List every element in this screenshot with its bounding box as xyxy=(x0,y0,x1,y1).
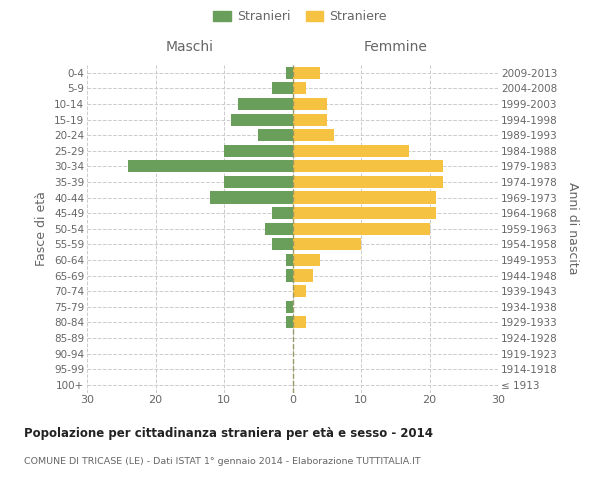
Bar xyxy=(293,285,306,297)
Y-axis label: Fasce di età: Fasce di età xyxy=(35,192,49,266)
Bar xyxy=(293,238,361,250)
Bar xyxy=(293,192,436,203)
Bar xyxy=(286,300,293,313)
Bar xyxy=(211,192,293,203)
Bar xyxy=(293,254,320,266)
Bar xyxy=(293,144,409,157)
Legend: Stranieri, Straniere: Stranieri, Straniere xyxy=(209,6,391,26)
Text: Femmine: Femmine xyxy=(364,40,427,54)
Bar xyxy=(238,98,293,110)
Text: COMUNE DI TRICASE (LE) - Dati ISTAT 1° gennaio 2014 - Elaborazione TUTTITALIA.IT: COMUNE DI TRICASE (LE) - Dati ISTAT 1° g… xyxy=(24,458,421,466)
Bar xyxy=(286,270,293,281)
Bar xyxy=(293,129,334,141)
Text: Popolazione per cittadinanza straniera per età e sesso - 2014: Popolazione per cittadinanza straniera p… xyxy=(24,428,433,440)
Bar xyxy=(293,66,320,79)
Bar xyxy=(293,176,443,188)
Bar xyxy=(272,82,293,94)
Y-axis label: Anni di nascita: Anni di nascita xyxy=(566,182,579,275)
Bar xyxy=(272,207,293,219)
Bar xyxy=(286,254,293,266)
Bar xyxy=(293,82,306,94)
Bar xyxy=(293,316,306,328)
Bar xyxy=(293,222,430,235)
Bar xyxy=(286,316,293,328)
Bar xyxy=(224,176,293,188)
Bar xyxy=(293,160,443,172)
Bar xyxy=(293,98,327,110)
Bar xyxy=(265,222,293,235)
Text: Maschi: Maschi xyxy=(166,40,214,54)
Bar xyxy=(128,160,293,172)
Bar xyxy=(293,270,313,281)
Bar xyxy=(258,129,293,141)
Bar xyxy=(272,238,293,250)
Bar xyxy=(293,114,327,126)
Bar xyxy=(224,144,293,157)
Bar xyxy=(286,66,293,79)
Bar xyxy=(231,114,293,126)
Bar xyxy=(293,207,436,219)
